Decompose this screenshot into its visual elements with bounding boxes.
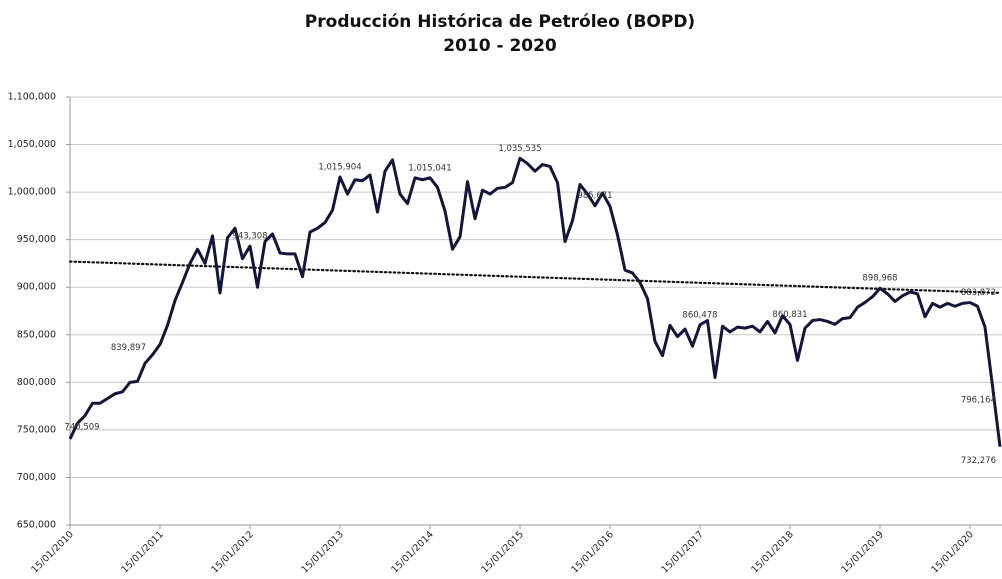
y-tick-label: 650,000 [17,520,56,531]
x-tick-label: 15/01/2016 [569,529,616,576]
data-label: 860,478 [682,310,717,320]
x-tick-label: 15/01/2011 [119,529,166,576]
data-label: 860,831 [772,310,807,320]
data-label: 985,671 [577,191,612,201]
x-tick-label: 15/01/2014 [389,529,436,576]
x-tick-label: 15/01/2018 [749,529,796,576]
trend-line [68,260,1002,295]
y-tick-label: 700,000 [17,472,56,483]
data-label: 1,015,041 [408,163,451,173]
y-tick-label: 850,000 [17,329,56,340]
chart-title: Producción Histórica de Petróleo (BOPD) [305,12,695,32]
data-label: 732,276 [961,456,996,466]
x-tick-label: 15/01/2017 [659,529,706,576]
data-label: 1,035,535 [498,144,541,154]
x-tick-label: 15/01/2012 [209,529,256,576]
x-tick-label: 15/01/2019 [839,529,886,576]
y-tick-label: 1,100,000 [8,92,56,103]
data-label: 883,872 [961,288,996,298]
chart-subtitle: 2010 - 2020 [443,36,557,56]
y-tick-label: 1,000,000 [8,187,56,198]
x-tick-label: 15/01/2015 [479,529,526,576]
data-label: 839,897 [111,343,146,353]
y-tick-label: 950,000 [17,234,56,245]
data-label: 1,015,904 [318,162,361,172]
x-tick-label: 15/01/2020 [929,529,976,576]
data-label: 796,164 [961,395,996,405]
x-tick-label: 15/01/2010 [29,529,76,576]
y-tick-label: 900,000 [17,282,56,293]
data-label: 943,308 [232,232,267,242]
x-tick-label: 15/01/2013 [299,529,346,576]
data-line [68,156,1002,447]
y-tick-label: 800,000 [17,377,56,388]
data-label: 740,509 [64,422,99,432]
data-label: 898,968 [862,274,897,284]
y-tick-label: 1,050,000 [8,139,56,150]
y-tick-label: 750,000 [17,424,56,435]
